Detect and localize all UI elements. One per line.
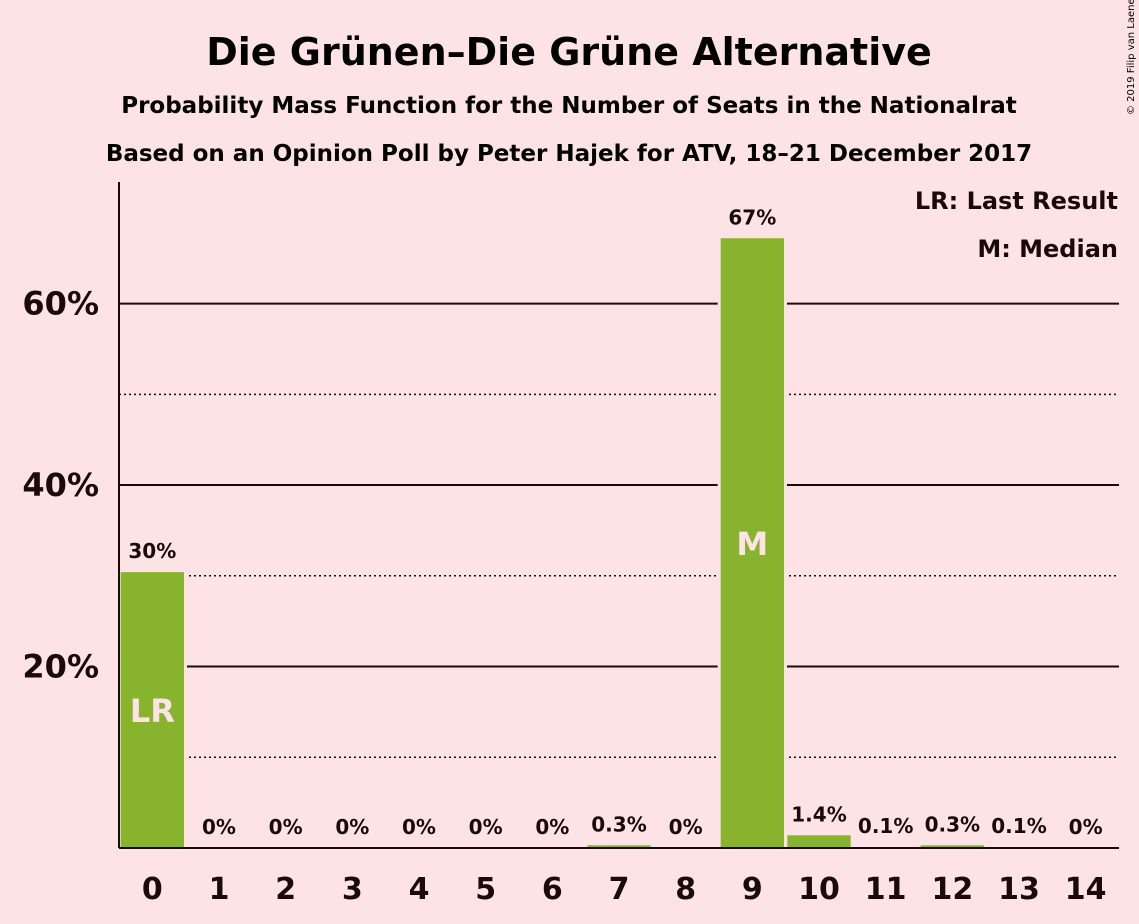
x-tick-label-9: 9: [742, 872, 763, 907]
bar-gap-7: [584, 842, 654, 848]
bar-mark-m: M: [736, 525, 768, 563]
legend: LR: Last Result M: Median: [915, 185, 1119, 269]
bar-9: [720, 238, 784, 849]
bar-gap-1: [184, 845, 254, 848]
bar-gap-11: [851, 844, 921, 848]
x-tick-label-2: 2: [275, 872, 296, 907]
copyright-note: © 2019 Filip van Laenen: [1126, 0, 1137, 115]
x-tick-label-14: 14: [1065, 872, 1107, 907]
bar-gap-3: [317, 845, 387, 848]
data-label-0: 30%: [128, 539, 176, 563]
data-label-11: 0.1%: [858, 814, 913, 838]
bar-gap-12: [917, 842, 987, 848]
x-tick-label-7: 7: [609, 872, 630, 907]
data-label-8: 0%: [669, 815, 703, 839]
bar-gap-14: [1051, 845, 1121, 848]
legend-bg-0: [919, 185, 1119, 221]
x-tick-label-5: 5: [475, 872, 496, 907]
y-tick-label-20: 20%: [22, 648, 99, 686]
data-label-13: 0.1%: [991, 814, 1046, 838]
data-labels: 30% 0% 0% 0% 0% 0% 0% 0.3% 0% 67% 1.4% 0.1% 0.3% 0.1%…: [128, 205, 1102, 839]
x-tick-label-4: 4: [409, 872, 430, 907]
data-label-10: 1.4%: [791, 802, 846, 826]
bar-10: [787, 835, 851, 848]
x-tick-label-1: 1: [209, 872, 230, 907]
x-tick-label-11: 11: [865, 872, 907, 907]
data-label-3: 0%: [335, 815, 369, 839]
bar-gap-4: [384, 845, 454, 848]
data-label-12: 0.3%: [925, 812, 980, 836]
axes: 20%40%60%0 1 2 3 4 5 6 7 8 9 10 11 12 13 14: [22, 182, 1119, 907]
data-label-7: 0.3%: [591, 812, 646, 836]
x-tick-label-8: 8: [675, 872, 696, 907]
legend-bg-1: [919, 233, 1119, 269]
bar-gap-8: [651, 845, 721, 848]
bar-7: [587, 845, 651, 848]
chart-subtitle-1: Probability Mass Function for the Number…: [121, 93, 1017, 119]
chart-subtitle-2: Based on an Opinion Poll by Peter Hajek …: [106, 141, 1032, 167]
x-tick-label-6: 6: [542, 872, 563, 907]
data-label-2: 0%: [269, 815, 303, 839]
x-tick-label-3: 3: [342, 872, 363, 907]
data-label-6: 0%: [535, 815, 569, 839]
data-label-5: 0%: [469, 815, 503, 839]
bar-0: [120, 572, 184, 848]
data-label-1: 0%: [202, 815, 236, 839]
x-tick-label-12: 12: [931, 872, 973, 907]
data-label-4: 0%: [402, 815, 436, 839]
x-tick-label-0: 0: [142, 872, 163, 907]
y-tick-label-40: 40%: [22, 466, 99, 504]
gridlines: [119, 302, 1119, 759]
bar-12: [920, 845, 984, 848]
x-tick-label-10: 10: [798, 872, 840, 907]
y-tick-label-60: 60%: [22, 285, 99, 323]
bars: [117, 235, 1121, 849]
bar-mark-lr: LR: [130, 692, 175, 730]
data-label-9: 67%: [728, 205, 776, 229]
legend-entry-0: LR: Last Result: [915, 187, 1118, 215]
x-tick-label-13: 13: [998, 872, 1040, 907]
bar-gap-5: [451, 845, 521, 848]
bar-gap-6: [517, 845, 587, 848]
bar-gap-13: [984, 844, 1054, 848]
chart-title: Die Grünen–Die Grüne Alternative: [206, 30, 932, 74]
bar-gap-2: [251, 845, 321, 848]
data-label-14: 0%: [1069, 815, 1103, 839]
legend-entry-1: M: Median: [977, 235, 1118, 263]
